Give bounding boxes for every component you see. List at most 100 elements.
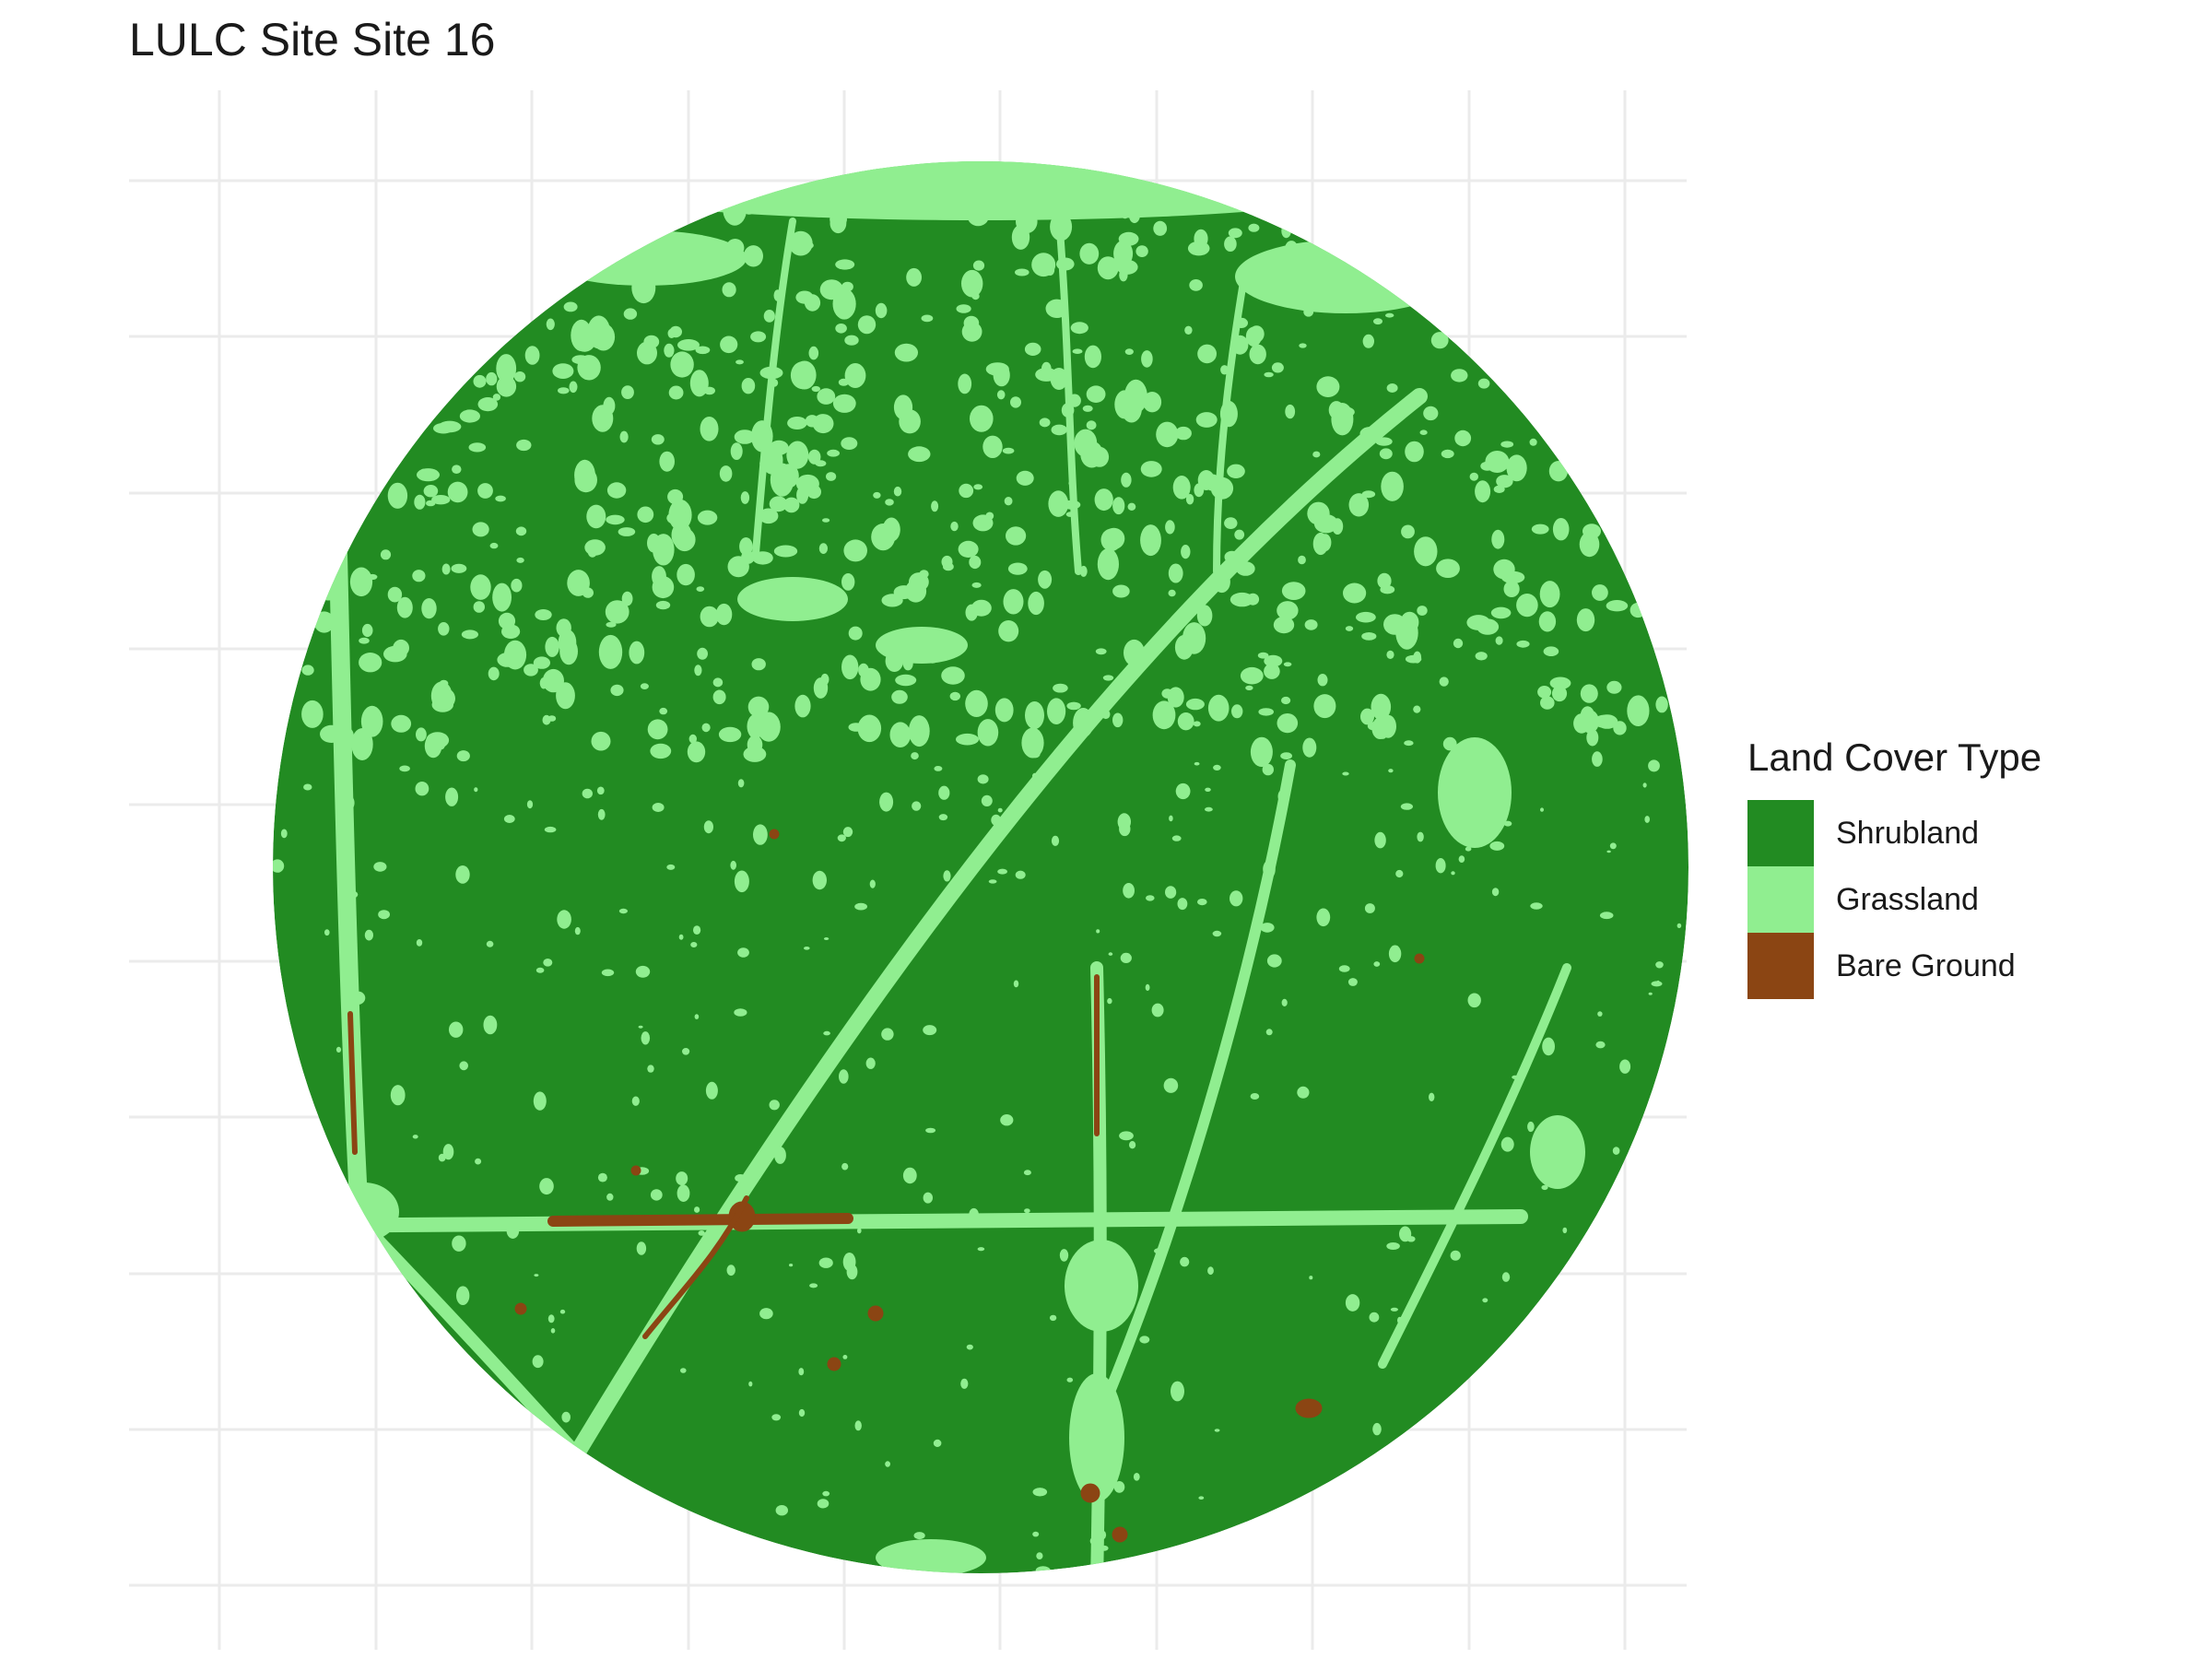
grassland-speckle (1599, 912, 1614, 920)
grassland-speckle (430, 681, 453, 711)
grassland-speckle (1372, 1422, 1382, 1436)
grassland-speckle (1098, 260, 1115, 269)
grassland-speckle (1364, 903, 1375, 913)
grassland-speckle (769, 496, 788, 512)
grassland-speckle (838, 378, 850, 386)
grassland-speckle (899, 409, 921, 434)
grassland-speckle (909, 572, 929, 592)
grassland-speckle (854, 1420, 862, 1431)
grassland-speckle (1630, 602, 1646, 618)
grassland-speckle (668, 385, 684, 400)
grassland-speckle (1501, 1272, 1511, 1282)
grassland-speckle (759, 1308, 773, 1320)
grassland-speckle (369, 717, 381, 726)
grassland-speckle (574, 467, 597, 493)
grassland-speckle (787, 417, 807, 429)
grassland-speckle (832, 394, 856, 413)
grassland-speckle (417, 468, 440, 482)
grassland-speckle (1540, 807, 1544, 812)
grassland-speckle (743, 746, 767, 762)
grassland-speckle (1119, 268, 1128, 282)
grassland-speckle (1316, 908, 1331, 927)
grassland-speckle (477, 397, 499, 412)
grassland-speckle (763, 310, 775, 323)
grassland-speckle (592, 405, 614, 432)
grassland-speckle (958, 540, 979, 559)
grassland-speckle (1281, 582, 1306, 600)
grassland-speckle (1140, 524, 1161, 557)
grassland-speckle (1035, 1566, 1051, 1573)
grassland-speckle (516, 439, 532, 452)
grassland-speckle (1606, 600, 1629, 612)
grassland-speckle (416, 727, 427, 742)
legend-swatch-grassland (1747, 866, 1814, 933)
grassland-speckle (1112, 584, 1130, 598)
grassland-speckle (972, 260, 985, 271)
land-cover-raster (273, 161, 1688, 1573)
grassland-speckle (1205, 806, 1213, 812)
grassland-speckle (486, 940, 494, 947)
grassland-speckle (606, 482, 627, 499)
grassland-speckle (1435, 858, 1446, 874)
grassland-speckle (997, 807, 1003, 813)
grassland-speckle (841, 573, 855, 591)
grassland-speckle (1458, 855, 1465, 863)
grassland-speckle (647, 719, 668, 740)
grassland-speckle (1592, 751, 1603, 767)
grassland-speckle (1107, 997, 1112, 1005)
grassland-speckle (1264, 654, 1283, 667)
grassland-speckle (1552, 518, 1570, 541)
grassland-speckle (1312, 451, 1321, 458)
grassland-speckle (1013, 980, 1019, 988)
grassland-speckle (818, 1257, 833, 1268)
grassland-speckle (445, 787, 459, 806)
grassland-speckle (515, 526, 527, 536)
grassland-speckle (958, 373, 972, 394)
grassland-speckle (1084, 345, 1101, 369)
grassland-speckle (817, 388, 836, 405)
grassland-speckle (1197, 899, 1207, 906)
grassland-speckle (1367, 722, 1381, 731)
grassland-speckle (771, 1414, 782, 1421)
grassland-speckle (1224, 236, 1237, 253)
grassland-speckle (1371, 693, 1392, 721)
grassland-speckle (798, 1408, 806, 1418)
grassland-speckle (438, 420, 462, 433)
grassland-speckle (798, 1368, 805, 1376)
grassland-speckle (1245, 685, 1253, 691)
grassland-speckle (1648, 992, 1653, 995)
grassland-speckle (423, 485, 439, 498)
grassland-speckle (1277, 601, 1299, 620)
grassland-speckle (524, 346, 540, 365)
grassland-speckle (1482, 1298, 1488, 1303)
grassland-speckle (1108, 952, 1113, 956)
grassland-speckle (885, 499, 894, 506)
grassland-speckle (1156, 421, 1179, 448)
grassland-speckle (734, 1008, 747, 1017)
grassland-speckle (655, 600, 671, 610)
grassland-speckle (682, 1048, 690, 1055)
grassland-speckle (547, 1314, 555, 1324)
grassland-speckle (1388, 945, 1402, 963)
grassland-speckle (841, 1162, 849, 1171)
grassland-speckle (857, 315, 877, 335)
grassland-speckle (539, 1178, 554, 1195)
grassland-speckle (412, 570, 426, 582)
grassland-speckle (1228, 228, 1242, 239)
grassland-speckle (535, 609, 552, 620)
grassland-speckle (1362, 334, 1375, 348)
grassland-speckle (1185, 698, 1205, 711)
grassland-speckle (501, 624, 521, 639)
grassland-speckle (1151, 1003, 1164, 1018)
grassland-speckle (1124, 348, 1134, 355)
grassland-speckle (972, 514, 994, 532)
grassland-speckle (1152, 700, 1176, 730)
grassland-speckle (1165, 886, 1177, 899)
grassland-speckle (1249, 325, 1265, 343)
grassland-speckle (1489, 841, 1505, 851)
grassland-speckle (841, 281, 853, 292)
grassland-speckle (1655, 696, 1668, 713)
grassland-speckle (923, 1025, 937, 1036)
grassland-speckle (830, 213, 847, 234)
